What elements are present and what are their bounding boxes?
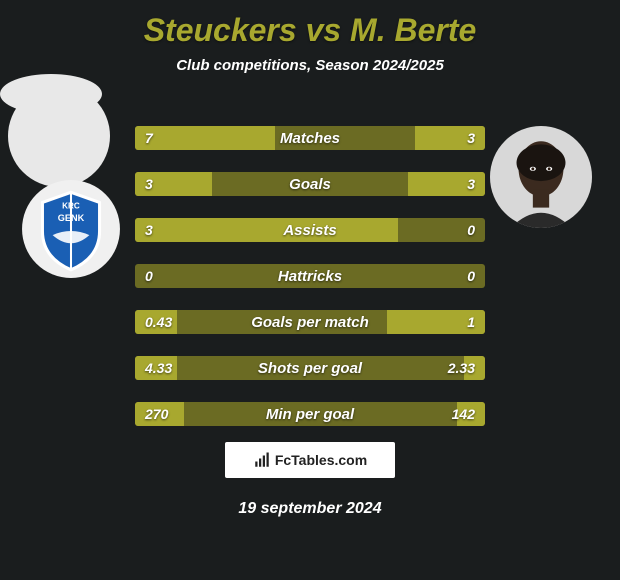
stat-label: Matches xyxy=(135,126,485,150)
stat-row: 00Hattricks xyxy=(135,264,485,288)
stat-label: Goals xyxy=(135,172,485,196)
chart-icon xyxy=(253,451,271,469)
stat-label: Hattricks xyxy=(135,264,485,288)
stat-row: 270142Min per goal xyxy=(135,402,485,426)
stat-row: 33Goals xyxy=(135,172,485,196)
stats-bars: 73Matches 33Goals 30Assists 00Hattricks 0.43… xyxy=(135,126,485,448)
stat-row: 30Assists xyxy=(135,218,485,242)
subtitle: Club competitions, Season 2024/2025 xyxy=(0,57,620,74)
stat-row: 73Matches xyxy=(135,126,485,150)
stat-label: Goals per match xyxy=(135,310,485,334)
club-left-badge: KRC GENK xyxy=(20,178,122,280)
player-right-avatar xyxy=(490,126,592,228)
stat-label: Min per goal xyxy=(135,402,485,426)
svg-text:KRC: KRC xyxy=(62,202,80,211)
player-left-avatar xyxy=(8,85,110,187)
stat-row: 0.431Goals per match xyxy=(135,310,485,334)
page-title: Steuckers vs M. Berte xyxy=(0,0,620,49)
stat-label: Assists xyxy=(135,218,485,242)
footer-logo: FcTables.com xyxy=(225,442,395,478)
footer-logo-text: FcTables.com xyxy=(275,452,367,468)
stat-label: Shots per goal xyxy=(135,356,485,380)
svg-text:GENK: GENK xyxy=(58,213,85,223)
footer-date: 19 september 2024 xyxy=(0,500,620,518)
stat-row: 4.332.33Shots per goal xyxy=(135,356,485,380)
